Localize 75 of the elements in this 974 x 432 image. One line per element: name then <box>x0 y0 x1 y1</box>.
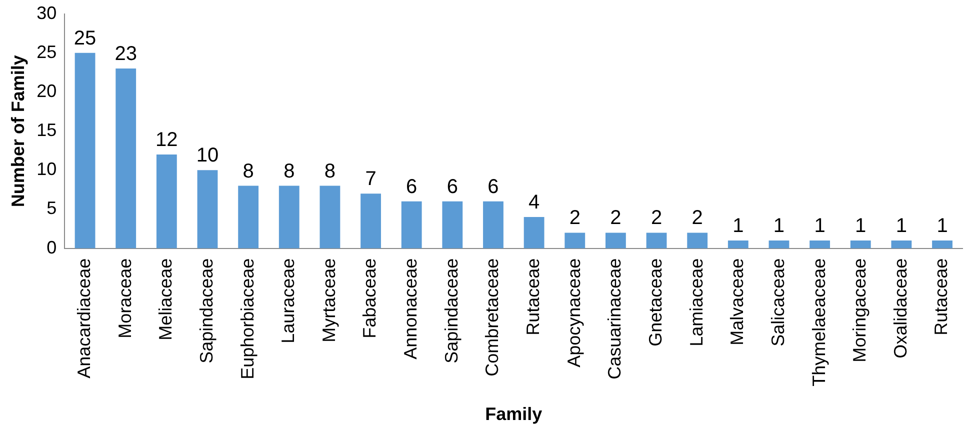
data-label: 6 <box>488 176 499 198</box>
x-tick-label: Casuarinaceae <box>604 258 625 380</box>
bar <box>238 186 259 248</box>
data-label: 4 <box>528 192 540 214</box>
bar <box>320 186 340 248</box>
data-label: 2 <box>692 207 703 230</box>
data-label: 25 <box>74 27 96 50</box>
data-label: 8 <box>242 160 254 182</box>
x-tick-label: Rutaceae <box>931 258 952 336</box>
bar <box>278 186 300 248</box>
x-tick-label: Salicaceae <box>768 258 788 346</box>
data-label: 1 <box>936 215 948 238</box>
x-tick-label: Fabaceae <box>360 258 380 338</box>
data-label: 1 <box>732 215 744 238</box>
data-label: 6 <box>406 176 418 198</box>
y-tick-label: 10 <box>36 159 57 180</box>
data-label: 8 <box>324 160 336 182</box>
bar <box>687 232 708 248</box>
data-label: 2 <box>650 207 662 230</box>
bar <box>401 201 422 248</box>
y-tick-label: 5 <box>46 198 57 218</box>
data-label: 8 <box>284 160 295 182</box>
bar <box>605 232 626 248</box>
x-tick-label: Euphorbiaceae <box>237 258 258 380</box>
x-tick-label: Malvaceae <box>727 258 748 346</box>
x-tick-label: Apocynaceae <box>564 258 584 368</box>
bar <box>360 194 381 248</box>
bar <box>564 232 586 248</box>
x-tick-label: Moraceae <box>114 258 135 338</box>
x-axis-title: Family <box>485 404 542 424</box>
bar <box>646 232 667 248</box>
bar <box>483 201 504 248</box>
x-tick-label: Sapindaceae <box>196 258 216 364</box>
x-tick-label: Combretaceae <box>482 258 502 376</box>
bar <box>156 154 177 248</box>
x-tick-label: Meliaceae <box>156 258 176 340</box>
bar <box>116 68 136 248</box>
bar <box>728 240 748 248</box>
data-label: 7 <box>365 168 376 190</box>
y-axis-title: Number of Family <box>8 55 28 208</box>
x-tick-label: Annonaceae <box>400 258 421 360</box>
x-tick-label: Moringaceae <box>850 258 870 362</box>
data-label: 6 <box>446 176 458 198</box>
bar <box>850 240 871 248</box>
bar <box>442 201 463 248</box>
y-tick-label: 25 <box>36 42 57 62</box>
data-label: 1 <box>814 215 826 238</box>
y-tick-label: 20 <box>36 80 57 101</box>
bar <box>768 240 790 248</box>
x-tick-label: Anacardiaceae <box>74 258 94 378</box>
x-tick-label: Sapindaceae <box>441 258 462 364</box>
x-tick-label: Myrtaceae <box>318 258 339 342</box>
x-tick-label: Gnetaceae <box>645 258 666 346</box>
bar <box>197 170 218 248</box>
x-tick-label: Lamiaceae <box>686 258 706 346</box>
data-label: 10 <box>196 144 219 167</box>
data-label: 1 <box>855 215 866 238</box>
bar <box>524 217 544 248</box>
bar <box>891 240 912 248</box>
data-label: 1 <box>773 215 785 238</box>
y-tick-label: 0 <box>46 237 57 258</box>
y-tick-label: 30 <box>36 2 57 23</box>
bar <box>74 52 96 248</box>
x-tick-label: Oxalidaceae <box>890 258 910 358</box>
data-label: 12 <box>156 129 178 152</box>
x-tick-label: Lauraceae <box>278 258 298 344</box>
y-tick-label: 15 <box>36 120 57 140</box>
data-label: 23 <box>114 43 137 66</box>
data-label: 1 <box>896 215 908 238</box>
bar <box>932 240 952 248</box>
bar <box>810 240 830 248</box>
x-tick-label: Rutaceae <box>523 258 544 336</box>
data-label: 2 <box>569 207 580 230</box>
data-label: 2 <box>610 207 622 230</box>
x-tick-label: Thymelaeaceae <box>808 258 829 386</box>
